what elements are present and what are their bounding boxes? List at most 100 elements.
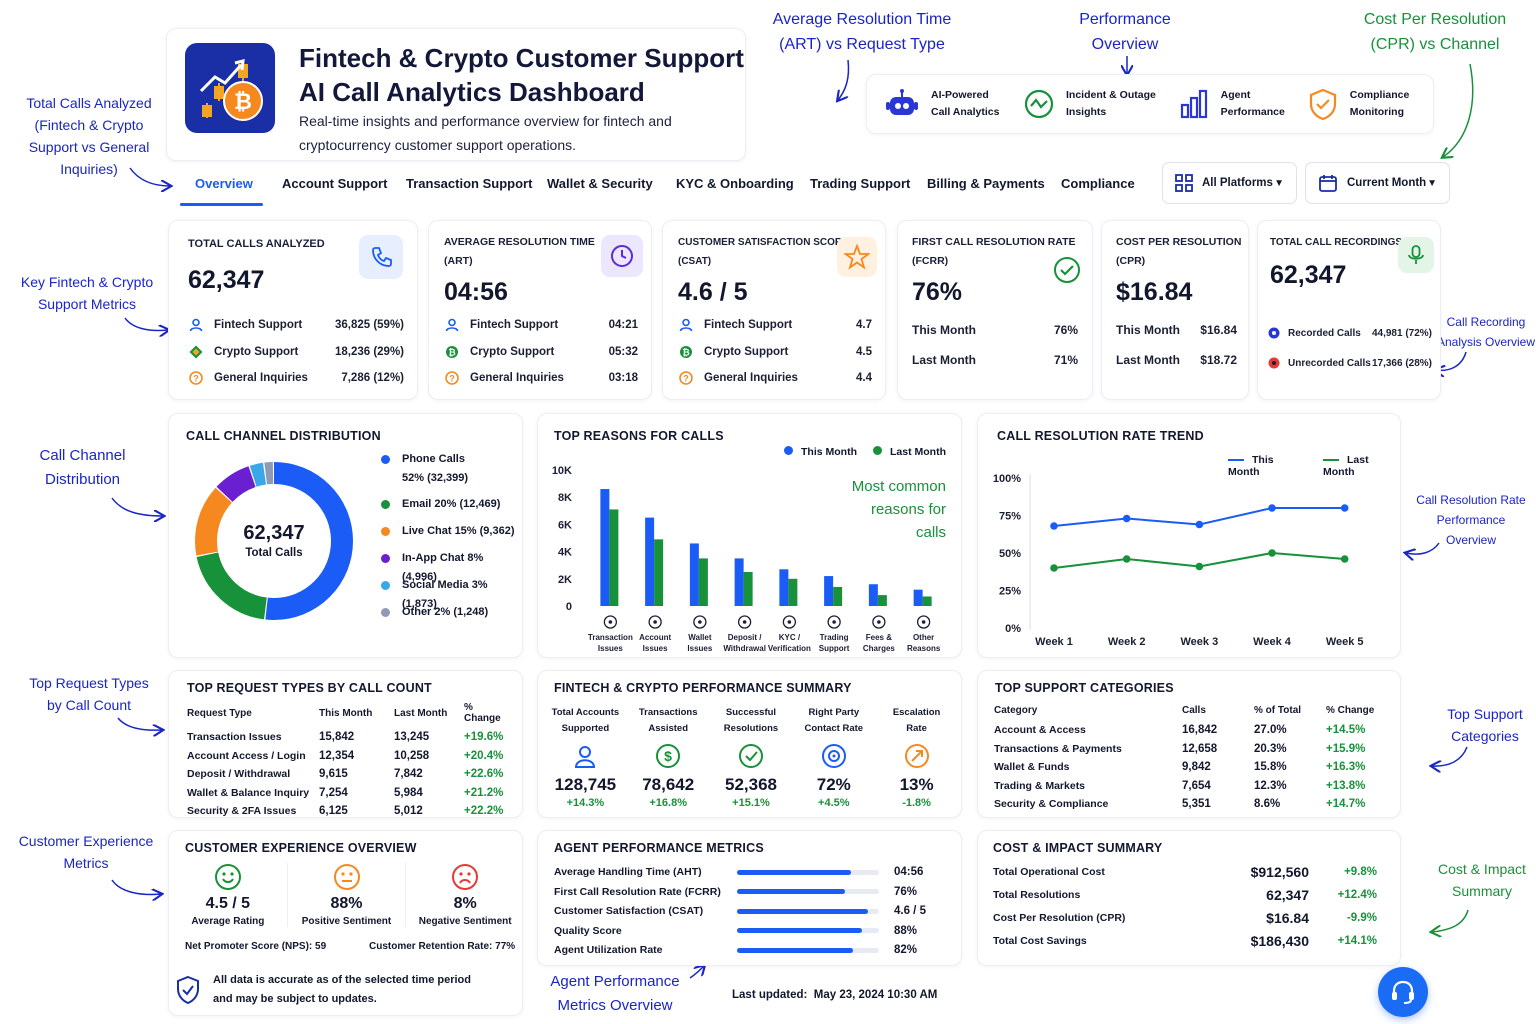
tab-trading-support[interactable]: Trading Support xyxy=(810,176,911,191)
table-cell: 7,842 xyxy=(394,768,423,781)
tab-transaction-support[interactable]: Transaction Support xyxy=(406,176,533,191)
feature-item[interactable]: AI-Powered Call Analytics xyxy=(885,87,1022,121)
platform-select-value: All Platforms xyxy=(1202,177,1273,189)
perf-item-change: -1.8% xyxy=(902,797,931,809)
annotation-line: Cost Per Resolution xyxy=(1363,11,1507,28)
period-select[interactable]: Current Month ▼ xyxy=(1305,162,1450,204)
subtitle-line: Real-time insights and performance overv… xyxy=(299,113,672,129)
table-row[interactable]: Account Access / Login 12,354 10,258 +20.4% xyxy=(187,747,509,766)
bar[interactable] xyxy=(600,489,610,606)
kpi-row-label: Fintech Support xyxy=(704,319,793,331)
feature-item[interactable]: Compliance Monitoring xyxy=(1306,87,1433,121)
bar[interactable] xyxy=(645,517,655,606)
table-cell: Security & 2FA Issues xyxy=(187,805,297,818)
data-point[interactable] xyxy=(1122,555,1131,563)
table-row[interactable]: Deposit / Withdrawal 9,615 7,842 +22.6% xyxy=(187,765,509,784)
legend-swatch xyxy=(381,608,390,617)
kpi-fcrr: FIRST CALL RESOLUTION RATE (FCRR) 76% Thi… xyxy=(897,220,1093,400)
legend-swatch xyxy=(381,500,390,509)
cx-item: 4.5 / 5 Average Rating xyxy=(169,863,288,927)
kpi-csat: CUSTOMER SATISFACTION SCORE (CSAT) 4.6 / … xyxy=(662,220,886,400)
progress-bar xyxy=(737,869,879,875)
data-point[interactable] xyxy=(1268,504,1276,512)
kpi-art: AVERAGE RESOLUTION TIME (ART) 04:56 Finte… xyxy=(428,220,652,400)
legend-item: Last Month xyxy=(1323,454,1400,478)
donut-slice[interactable] xyxy=(195,462,353,620)
annotation-line: Call Channel xyxy=(39,447,126,464)
y-tick-label: 8K xyxy=(558,492,572,504)
donut-center-label: Total Calls xyxy=(245,547,303,559)
platform-select[interactable]: All Platforms ▼ xyxy=(1162,162,1297,204)
table-row[interactable]: Trading & Markets 7,654 12.3% +13.8% xyxy=(994,777,1390,796)
data-point[interactable] xyxy=(1268,549,1276,557)
bar[interactable] xyxy=(743,572,753,606)
tab-compliance[interactable]: Compliance xyxy=(1061,176,1135,191)
tab-kyc-onboarding[interactable]: KYC & Onboarding xyxy=(676,176,794,191)
table-row[interactable]: Wallet & Funds 9,842 15.8% +16.3% xyxy=(994,758,1390,777)
bar[interactable] xyxy=(609,509,619,606)
bar[interactable] xyxy=(654,539,664,606)
kpi-row-value: 4.5 xyxy=(856,346,872,358)
bar[interactable] xyxy=(877,595,887,606)
tab-overview[interactable]: Overview xyxy=(195,176,253,191)
x-tick-label: Week 1 xyxy=(1035,636,1073,648)
table-row[interactable]: Wallet & Balance Inquiry 7,254 5,984 +21.2% xyxy=(187,784,509,803)
data-point[interactable] xyxy=(1195,562,1204,571)
y-tick-label: 6K xyxy=(558,519,572,531)
tab-account-support[interactable]: Account Support xyxy=(282,176,388,191)
perf-item-change: +14.3% xyxy=(566,797,605,809)
bar[interactable] xyxy=(788,578,798,606)
trend-card: CALL RESOLUTION RATE TREND This Month La… xyxy=(977,413,1401,658)
svg-text:?: ? xyxy=(449,374,455,384)
feature-item[interactable]: Incident & Outage Insights xyxy=(1022,87,1177,121)
table-cell: 15.8% xyxy=(1254,761,1287,774)
annotation-line: Analysis Overview xyxy=(1436,335,1536,349)
table-row[interactable]: Transactions & Payments 12,658 20.3% +15.9% xyxy=(994,740,1390,759)
pulse-icon xyxy=(1024,89,1054,119)
support-chat-button[interactable] xyxy=(1378,967,1428,1017)
agent-metric-row: Quality Score 88% xyxy=(554,922,954,940)
table-cell: 10,258 xyxy=(394,749,430,762)
kpi-row-value: 03:18 xyxy=(608,372,638,384)
headset-icon xyxy=(1392,980,1414,1004)
star-icon xyxy=(837,237,877,277)
bar[interactable] xyxy=(698,558,708,606)
table-row[interactable]: Account & Access 16,842 27.0% +14.5% xyxy=(994,721,1390,740)
kpi-title-line: FIRST CALL RESOLUTION RATE xyxy=(912,236,1076,248)
kpi-row-value: 17,366 (28%) xyxy=(1371,357,1432,369)
bar[interactable] xyxy=(689,543,699,606)
data-point[interactable] xyxy=(1340,504,1349,512)
user-icon xyxy=(444,317,460,333)
card-title: TOP SUPPORT CATEGORIES xyxy=(995,681,1174,695)
annotation-line: Total Calls Analyzed xyxy=(26,95,152,111)
bar[interactable] xyxy=(868,584,878,606)
tab-billing-payments[interactable]: Billing & Payments xyxy=(927,176,1045,191)
category-icon xyxy=(782,615,797,629)
bar[interactable] xyxy=(833,586,843,606)
data-point[interactable] xyxy=(1122,514,1131,523)
perf-summary-items: Total Accounts Supported 128,745 +14.3% Tran… xyxy=(544,705,958,809)
legend-item: Social Media 3% (1,873) xyxy=(381,576,521,614)
table-row[interactable]: Security & 2FA Issues 6,125 5,012 +22.2% xyxy=(187,802,509,821)
annotation-line: Call Recording xyxy=(1446,315,1526,329)
data-point[interactable] xyxy=(1340,555,1349,563)
tab-wallet-security[interactable]: Wallet & Security xyxy=(547,176,653,191)
bar[interactable] xyxy=(824,576,834,606)
feature-label: Call Analytics xyxy=(931,106,1000,118)
bar[interactable] xyxy=(922,596,932,606)
data-point[interactable] xyxy=(1050,522,1058,530)
data-point[interactable] xyxy=(1195,520,1204,529)
table-row[interactable]: Security & Compliance 5,351 8.6% +14.7% xyxy=(994,795,1390,814)
bar[interactable] xyxy=(734,558,744,606)
bar[interactable] xyxy=(779,569,789,606)
legend-label: Last Month xyxy=(890,446,946,458)
bar[interactable] xyxy=(913,589,923,606)
feature-item[interactable]: Agent Performance xyxy=(1177,87,1306,121)
data-point[interactable] xyxy=(1050,564,1058,572)
unrecorded-icon xyxy=(1268,357,1280,369)
cx-item-label: Positive Sentiment xyxy=(301,916,392,927)
calendar-icon xyxy=(1319,175,1337,192)
donut-slice[interactable] xyxy=(195,462,353,620)
category-icon xyxy=(916,615,931,629)
table-row[interactable]: Transaction Issues 15,842 13,245 +19.6% xyxy=(187,728,509,747)
